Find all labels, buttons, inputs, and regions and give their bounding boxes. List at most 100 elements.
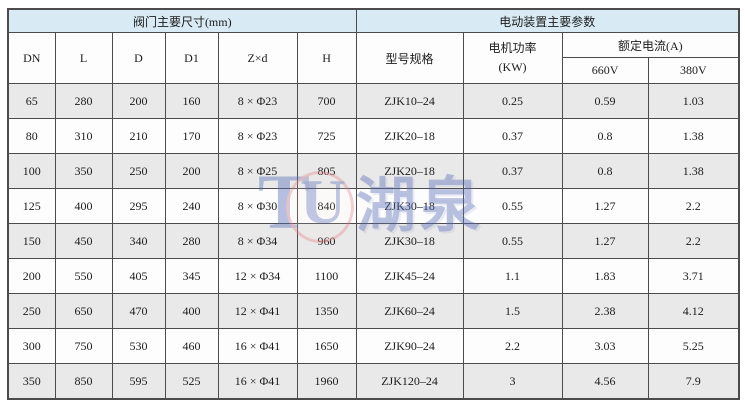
motor-power-label-line2: (KW) (498, 60, 527, 74)
table-cell: 1.5 (462, 293, 563, 329)
table-cell: 80 (7, 118, 56, 154)
table-cell: 5.25 (647, 328, 740, 364)
col-header-l: L (54, 32, 113, 84)
col-header-380v: 380V (647, 57, 740, 84)
table-cell: 16 × Φ41 (217, 363, 298, 400)
table-cell: 3 (462, 363, 563, 400)
table-cell: ZJK90–24 (355, 328, 464, 364)
table-cell: 0.25 (462, 83, 563, 119)
table-cell: 350 (7, 363, 56, 400)
table-cell: 805 (296, 153, 357, 189)
table-row: 150 450 340 280 8 × Φ34 960 ZJK30–18 0.55 1.27 2.… (7, 223, 740, 259)
table-cell: 525 (164, 363, 219, 400)
table-cell: 1350 (296, 293, 357, 329)
table-cell: 0.59 (561, 83, 649, 119)
table-cell: 8 × Φ23 (217, 118, 298, 154)
table-cell: 700 (296, 83, 357, 119)
table-row: 350 850 595 525 16 × Φ41 1960 ZJK120–24 3 4.56 7.… (7, 363, 740, 400)
table-cell: ZJK30–18 (355, 188, 464, 224)
table-cell: 750 (54, 328, 113, 364)
table-cell: 1100 (296, 258, 357, 294)
table-body: 65 280 200 160 8 × Φ23 700 ZJK10–24 0.25 0.59 1.0… (7, 83, 740, 400)
table-cell: 450 (54, 223, 113, 259)
table-cell: 1.83 (561, 258, 649, 294)
table-cell: ZJK60–24 (355, 293, 464, 329)
table-cell: 100 (7, 153, 56, 189)
valve-spec-table: 阀门主要尺寸(mm) 电动装置主要参数 DN L D D1 Z×d H 型号规格… (7, 8, 741, 400)
table-cell: 280 (164, 223, 219, 259)
table-cell: 16 × Φ41 (217, 328, 298, 364)
group-header-row: 阀门主要尺寸(mm) 电动装置主要参数 (7, 8, 740, 33)
table-cell: 1.1 (462, 258, 563, 294)
table-cell: 280 (54, 83, 113, 119)
motor-power-label-line1: 电机功率 (488, 41, 537, 56)
table-cell: 0.37 (462, 118, 563, 154)
table-cell: 210 (111, 118, 166, 154)
table-cell: 200 (7, 258, 56, 294)
table-cell: 0.37 (462, 153, 563, 189)
table-cell: ZJK20–18 (355, 118, 464, 154)
table-cell: 8 × Φ34 (217, 223, 298, 259)
table-cell: 1.03 (647, 83, 740, 119)
table-row: 65 280 200 160 8 × Φ23 700 ZJK10–24 0.25 0.59 1.0… (7, 83, 740, 119)
table-cell: 2.2 (462, 328, 563, 364)
table-cell: 3.71 (647, 258, 740, 294)
group-header-valve-dimensions: 阀门主要尺寸(mm) (7, 8, 357, 33)
table-cell: 65 (7, 83, 56, 119)
table-cell: 310 (54, 118, 113, 154)
table-cell: 840 (296, 188, 357, 224)
table-cell: 1.27 (561, 188, 649, 224)
table-cell: 295 (111, 188, 166, 224)
table-cell: 240 (164, 188, 219, 224)
table-cell: 0.8 (561, 153, 649, 189)
table-cell: 2.2 (647, 223, 740, 259)
group-header-actuator-params: 电动装置主要参数 (355, 8, 740, 33)
table-cell: 170 (164, 118, 219, 154)
table-cell: 1960 (296, 363, 357, 400)
voltage-subheader-row: 660V 380V (8, 57, 740, 84)
table-cell: 160 (164, 83, 219, 119)
table-cell: 725 (296, 118, 357, 154)
table-cell: 4.12 (647, 293, 740, 329)
col-header-zxd: Z×d (217, 32, 298, 84)
table-row: 250 650 470 400 12 × Φ41 1350 ZJK60–24 1.5 2.38 4… (7, 293, 740, 329)
table-cell: 460 (164, 328, 219, 364)
table-cell: 125 (7, 188, 56, 224)
table-cell: 1650 (296, 328, 357, 364)
table-cell: 0.55 (462, 188, 563, 224)
table-cell: 0.55 (462, 223, 563, 259)
table-cell: ZJK120–24 (355, 363, 464, 400)
table-cell: 250 (7, 293, 56, 329)
col-header-rated-current: 额定电流(A) (561, 32, 740, 58)
table-cell: 650 (54, 293, 113, 329)
table-cell: 340 (111, 223, 166, 259)
table-row: 80 310 210 170 8 × Φ23 725 ZJK20–18 0.37 0.8 1.38 (7, 118, 740, 154)
table-cell: ZJK10–24 (355, 83, 464, 119)
table-cell: 400 (164, 293, 219, 329)
table-cell: 470 (111, 293, 166, 329)
table-row: 125 400 295 240 8 × Φ30 840 ZJK30–18 0.55 1.27 2.… (7, 188, 740, 224)
col-header-model: 型号规格 (355, 32, 464, 84)
table-cell: 595 (111, 363, 166, 400)
table-cell: 12 × Φ34 (217, 258, 298, 294)
table-cell: 1.38 (647, 153, 740, 189)
col-header-d1: D1 (164, 32, 219, 84)
column-header-row: DN L D D1 Z×d H 型号规格 电机功率 (KW) 额定电流(A) (7, 32, 740, 84)
table-row: 300 750 530 460 16 × Φ41 1650 ZJK90–24 2.2 3.03 5… (7, 328, 740, 364)
col-header-d: D (111, 32, 166, 84)
table-cell: 345 (164, 258, 219, 294)
col-header-660v: 660V (561, 57, 649, 84)
table-row: 200 550 405 345 12 × Φ34 1100 ZJK45–24 1.1 1.83 3… (7, 258, 740, 294)
table-cell: 1.27 (561, 223, 649, 259)
col-header-dn: DN (7, 32, 56, 84)
table-cell: 530 (111, 328, 166, 364)
table-cell: 200 (164, 153, 219, 189)
table-cell: 300 (7, 328, 56, 364)
table-cell: 850 (54, 363, 113, 400)
table-cell: ZJK30–18 (355, 223, 464, 259)
table-cell: 0.8 (561, 118, 649, 154)
table-row: 100 350 250 200 8 × Φ25 805 ZJK20–18 0.37 0.8 1.3… (7, 153, 740, 189)
table-cell: 960 (296, 223, 357, 259)
col-header-h: H (296, 32, 357, 84)
table-cell: 12 × Φ41 (217, 293, 298, 329)
